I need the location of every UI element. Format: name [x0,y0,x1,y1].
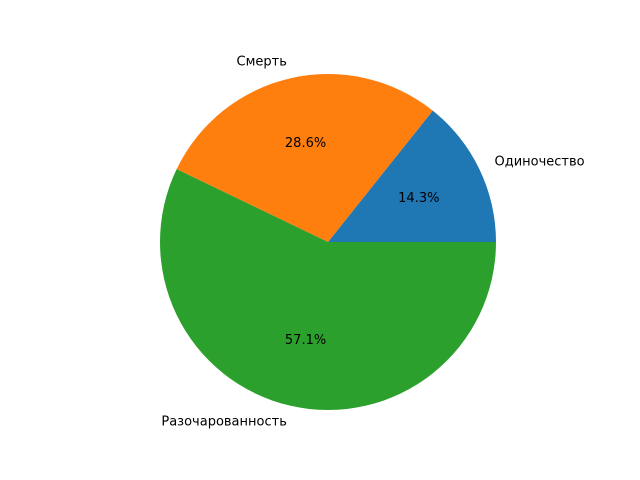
slice-percent-2: 28.6% [285,136,326,151]
pie-slice-1 [328,110,496,242]
slice-label-3: Разочарованность [161,415,287,430]
pie-labels: Одиночество 14.3% Смерть 28.6% Разочарованно… [161,54,584,429]
pie-slice-2 [176,73,433,242]
slice-percent-1: 14.3% [398,191,439,206]
pie-slice-3 [159,169,496,411]
slice-percent-3: 57.1% [285,333,326,348]
slice-label-2: Смерть [237,54,287,69]
slice-label-1: Одиночество [494,154,584,169]
pie-slices [159,73,496,411]
